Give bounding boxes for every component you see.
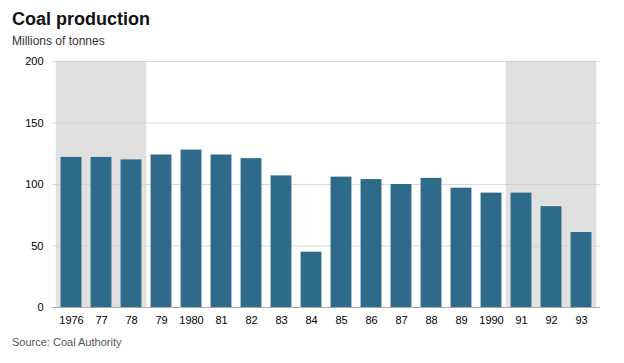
svg-text:83: 83 <box>275 314 287 326</box>
svg-text:1980: 1980 <box>179 314 203 326</box>
svg-text:84: 84 <box>305 314 317 326</box>
svg-text:87: 87 <box>395 314 407 326</box>
svg-text:79: 79 <box>155 314 167 326</box>
svg-text:86: 86 <box>365 314 377 326</box>
html-text:Millions of tonnes: Millions of tonnes <box>12 34 105 48</box>
svg-text:100: 100 <box>25 178 43 190</box>
svg-text:91: 91 <box>515 314 527 326</box>
svg-text:1976: 1976 <box>59 314 83 326</box>
svg-text:82: 82 <box>245 314 257 326</box>
html-text:Source: Coal Authority: Source: Coal Authority <box>12 336 122 348</box>
svg-text:1990: 1990 <box>479 314 503 326</box>
svg-text:92: 92 <box>545 314 557 326</box>
svg-text:77: 77 <box>95 314 107 326</box>
svg-text:78: 78 <box>125 314 137 326</box>
svg-text:85: 85 <box>335 314 347 326</box>
svg-text:200: 200 <box>25 55 43 67</box>
svg-text:81: 81 <box>215 314 227 326</box>
html-text:Coal production: Coal production <box>12 9 150 29</box>
svg-text:88: 88 <box>425 314 437 326</box>
svg-text:150: 150 <box>25 117 43 129</box>
svg-text:89: 89 <box>455 314 467 326</box>
svg-text:50: 50 <box>31 240 43 252</box>
svg-text:0: 0 <box>37 301 43 313</box>
svg-text:93: 93 <box>575 314 587 326</box>
